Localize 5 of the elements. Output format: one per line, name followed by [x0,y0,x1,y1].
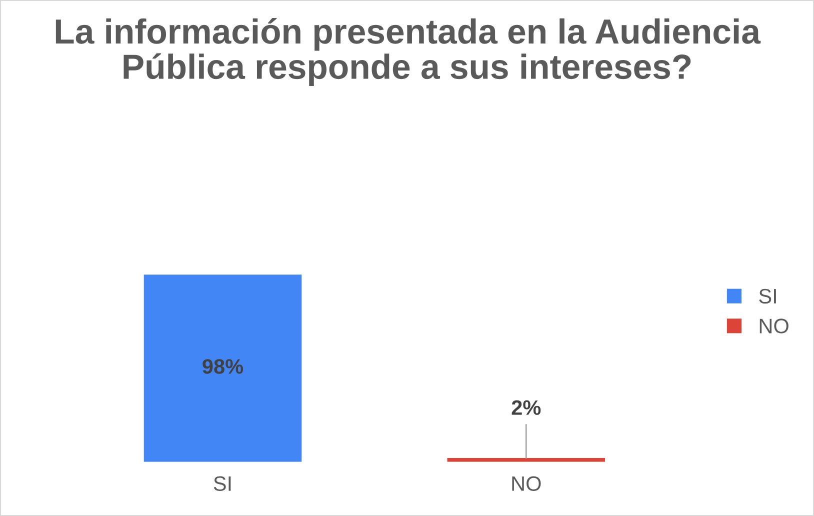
data-label: 2% [512,400,541,415]
legend-label: NO [760,318,788,334]
chart-title: La información presentada en la Audiencia Pública responde a sus intereses? [56,18,761,86]
legend-label: SI [759,288,776,304]
data-label: 98% [202,359,244,374]
